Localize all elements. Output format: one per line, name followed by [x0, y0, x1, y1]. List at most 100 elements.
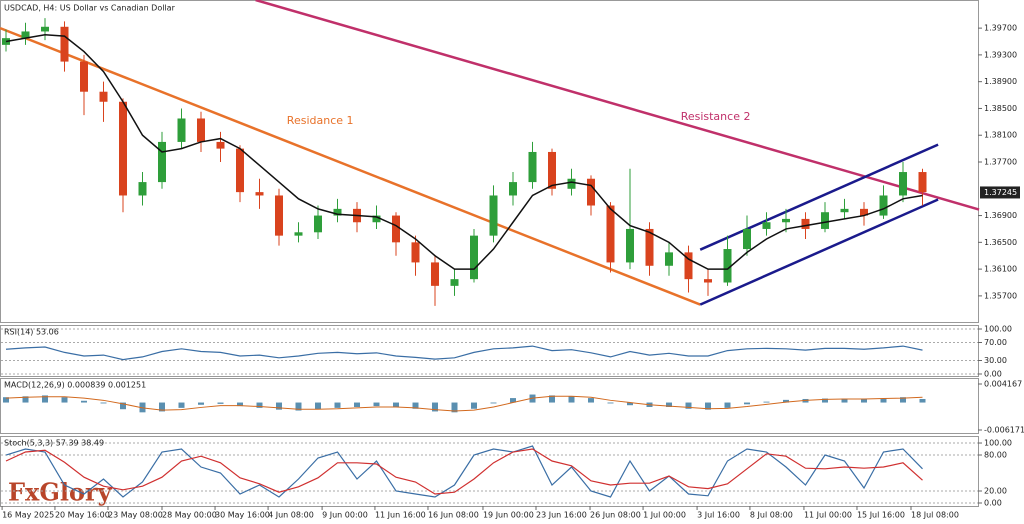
- candle-body: [138, 182, 147, 196]
- x-tick-label: 11 Jul 00:00: [804, 511, 852, 520]
- macd-bar: [100, 402, 107, 404]
- candle-body: [80, 61, 88, 92]
- y-tick-label: -0.006171: [984, 426, 1024, 435]
- macd-bar: [256, 402, 263, 408]
- stoch-panel: [0, 436, 979, 507]
- chart-title: USDCAD, H4: US Dollar vs Canadian Dollar: [4, 4, 176, 13]
- candle-body: [21, 31, 30, 39]
- macd-bar: [178, 402, 185, 408]
- candle-body: [294, 232, 303, 236]
- candle-body: [177, 118, 186, 142]
- candle-body: [704, 279, 712, 283]
- y-tick-label: 1.38500: [984, 104, 1017, 113]
- macd-bar: [22, 396, 29, 403]
- candle-body: [528, 151, 537, 183]
- candle-body: [606, 205, 615, 263]
- trendline-label: Resistance 2: [681, 110, 751, 123]
- candle-body: [197, 118, 205, 142]
- signal-line: [5, 395, 923, 412]
- x-tick-label: 9 Jun 00:00: [322, 511, 368, 520]
- current-price: 1.37245: [984, 188, 1017, 197]
- x-tick-label: 11 Jun 16:00: [375, 511, 426, 520]
- macd-bar: [588, 398, 594, 403]
- candle-body: [918, 172, 927, 193]
- y-tick-label: 1.39300: [984, 50, 1017, 59]
- stoch-line: [5, 448, 923, 495]
- y-tick-label: 1.37700: [984, 158, 1017, 167]
- x-tick-label: 26 Jun 08:00: [590, 511, 641, 520]
- x-tick-label: 30 May 16:00: [215, 511, 270, 520]
- panel-title: Stoch(5,3,3) 57.39 38.49: [4, 439, 104, 448]
- candle-body: [743, 228, 751, 250]
- macd-bar: [763, 401, 770, 403]
- macd-bar: [549, 395, 555, 403]
- rsi-panel: [0, 325, 979, 377]
- trendline-label: Residance 1: [287, 114, 354, 127]
- macd-bar: [120, 402, 126, 410]
- watermark: FxGlory: [8, 478, 113, 507]
- x-tick-label: 28 May 00:00: [162, 511, 217, 520]
- x-tick-label: 3 Jul 16:00: [697, 511, 740, 520]
- x-tick-label: 18 Jul 08:00: [911, 511, 959, 520]
- candle-body: [509, 182, 517, 196]
- y-tick-label: 0.00: [984, 369, 1002, 378]
- macd-bar: [568, 396, 575, 403]
- macd-bar: [198, 402, 204, 405]
- y-tick-label: 1.39700: [984, 24, 1017, 33]
- y-tick-label: 70.00: [984, 338, 1007, 347]
- x-tick-label: 16 Jun 08:00: [428, 511, 479, 520]
- candle-body: [431, 262, 439, 286]
- macd-bar: [919, 398, 926, 403]
- candle-body: [860, 208, 868, 216]
- macd-bar: [861, 398, 867, 403]
- panel-title: RSI(14) 53.06: [4, 328, 59, 337]
- candle-body: [645, 228, 654, 266]
- macd-bar: [61, 397, 68, 403]
- candle-body: [255, 192, 264, 196]
- macd-bar: [334, 402, 341, 408]
- y-tick-label: 1.35700: [984, 291, 1017, 300]
- price-panel: [0, 0, 979, 323]
- x-tick-label: 19 Jun 00:00: [483, 511, 534, 520]
- y-tick-label: 1.36500: [984, 238, 1017, 247]
- macd-bar: [237, 402, 243, 407]
- candle-body: [684, 252, 693, 280]
- x-tick-label: 15 Jul 16:00: [857, 511, 905, 520]
- x-tick-label: 20 May 16:00: [55, 511, 110, 520]
- candle-body: [333, 208, 342, 216]
- y-tick-label: 30.00: [984, 356, 1007, 365]
- trendline: [0, 26, 701, 306]
- candle-body: [411, 242, 420, 263]
- candle-body: [821, 212, 829, 229]
- macd-bar: [315, 402, 321, 410]
- x-tick-label: 4 Jun 08:00: [268, 511, 314, 520]
- candle-body: [372, 215, 381, 223]
- moving-average: [5, 34, 923, 270]
- x-tick-label: 16 May 2025: [2, 511, 54, 520]
- x-tick-label: 23 May 08:00: [108, 511, 163, 520]
- price-box: [980, 186, 1020, 199]
- x-tick-label: 1 Jul 00:00: [643, 511, 686, 520]
- candle-body: [470, 235, 478, 280]
- macd-bar: [393, 402, 399, 407]
- macd-bar: [451, 402, 458, 413]
- macd-bar: [295, 402, 302, 411]
- y-tick-label: 100.00: [984, 439, 1012, 448]
- macd-bar: [217, 402, 224, 404]
- candle-body: [216, 141, 225, 149]
- candle-body: [801, 218, 810, 229]
- macd-bar: [159, 402, 165, 412]
- macd-bar: [724, 402, 731, 408]
- macd-bar: [432, 402, 438, 412]
- candle-body: [899, 172, 907, 196]
- candle-body: [587, 178, 595, 206]
- macd-bar: [81, 400, 87, 403]
- macd-bar: [783, 399, 789, 403]
- y-tick-label: 1.38100: [984, 131, 1017, 140]
- y-tick-label: 0.004167: [984, 379, 1022, 388]
- macd-bar: [822, 398, 828, 403]
- y-tick-label: 1.36900: [984, 211, 1017, 220]
- macd-bar: [471, 402, 477, 409]
